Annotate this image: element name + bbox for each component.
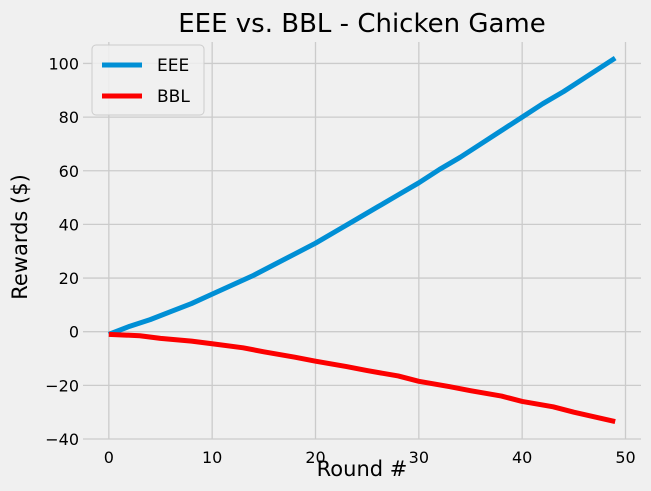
series-line-eee [107, 55, 617, 337]
tick-labels: 0 10 20 30 40 50 −40 −20 0 20 40 60 80 100 [45, 54, 635, 467]
x-axis-label: Round # [317, 457, 408, 481]
y-tick-label: −40 [45, 430, 79, 449]
y-tick-label: 40 [59, 215, 79, 234]
y-tick-label: 20 [59, 269, 79, 288]
series-lines [107, 55, 617, 424]
legend: EEE BBL [91, 44, 205, 116]
series-line-bbl [108, 331, 616, 424]
x-tick-label: 20 [305, 448, 325, 467]
y-tick-label: 60 [59, 162, 79, 181]
legend-label-eee: EEE [157, 56, 189, 76]
x-tick-label: 0 [104, 448, 114, 467]
x-tick-label: 40 [512, 448, 532, 467]
x-tick-label: 50 [615, 448, 635, 467]
y-axis-label: Rewards ($) [8, 174, 32, 300]
y-tick-label: 0 [69, 323, 79, 342]
chart-title: EEE vs. BBL - Chicken Game [178, 9, 546, 39]
y-tick-label: −20 [45, 376, 79, 395]
y-tick-label: 100 [48, 54, 79, 73]
x-tick-label: 10 [202, 448, 222, 467]
x-tick-label: 30 [409, 448, 429, 467]
y-tick-label: 80 [59, 108, 79, 127]
legend-label-bbl: BBL [157, 87, 190, 107]
